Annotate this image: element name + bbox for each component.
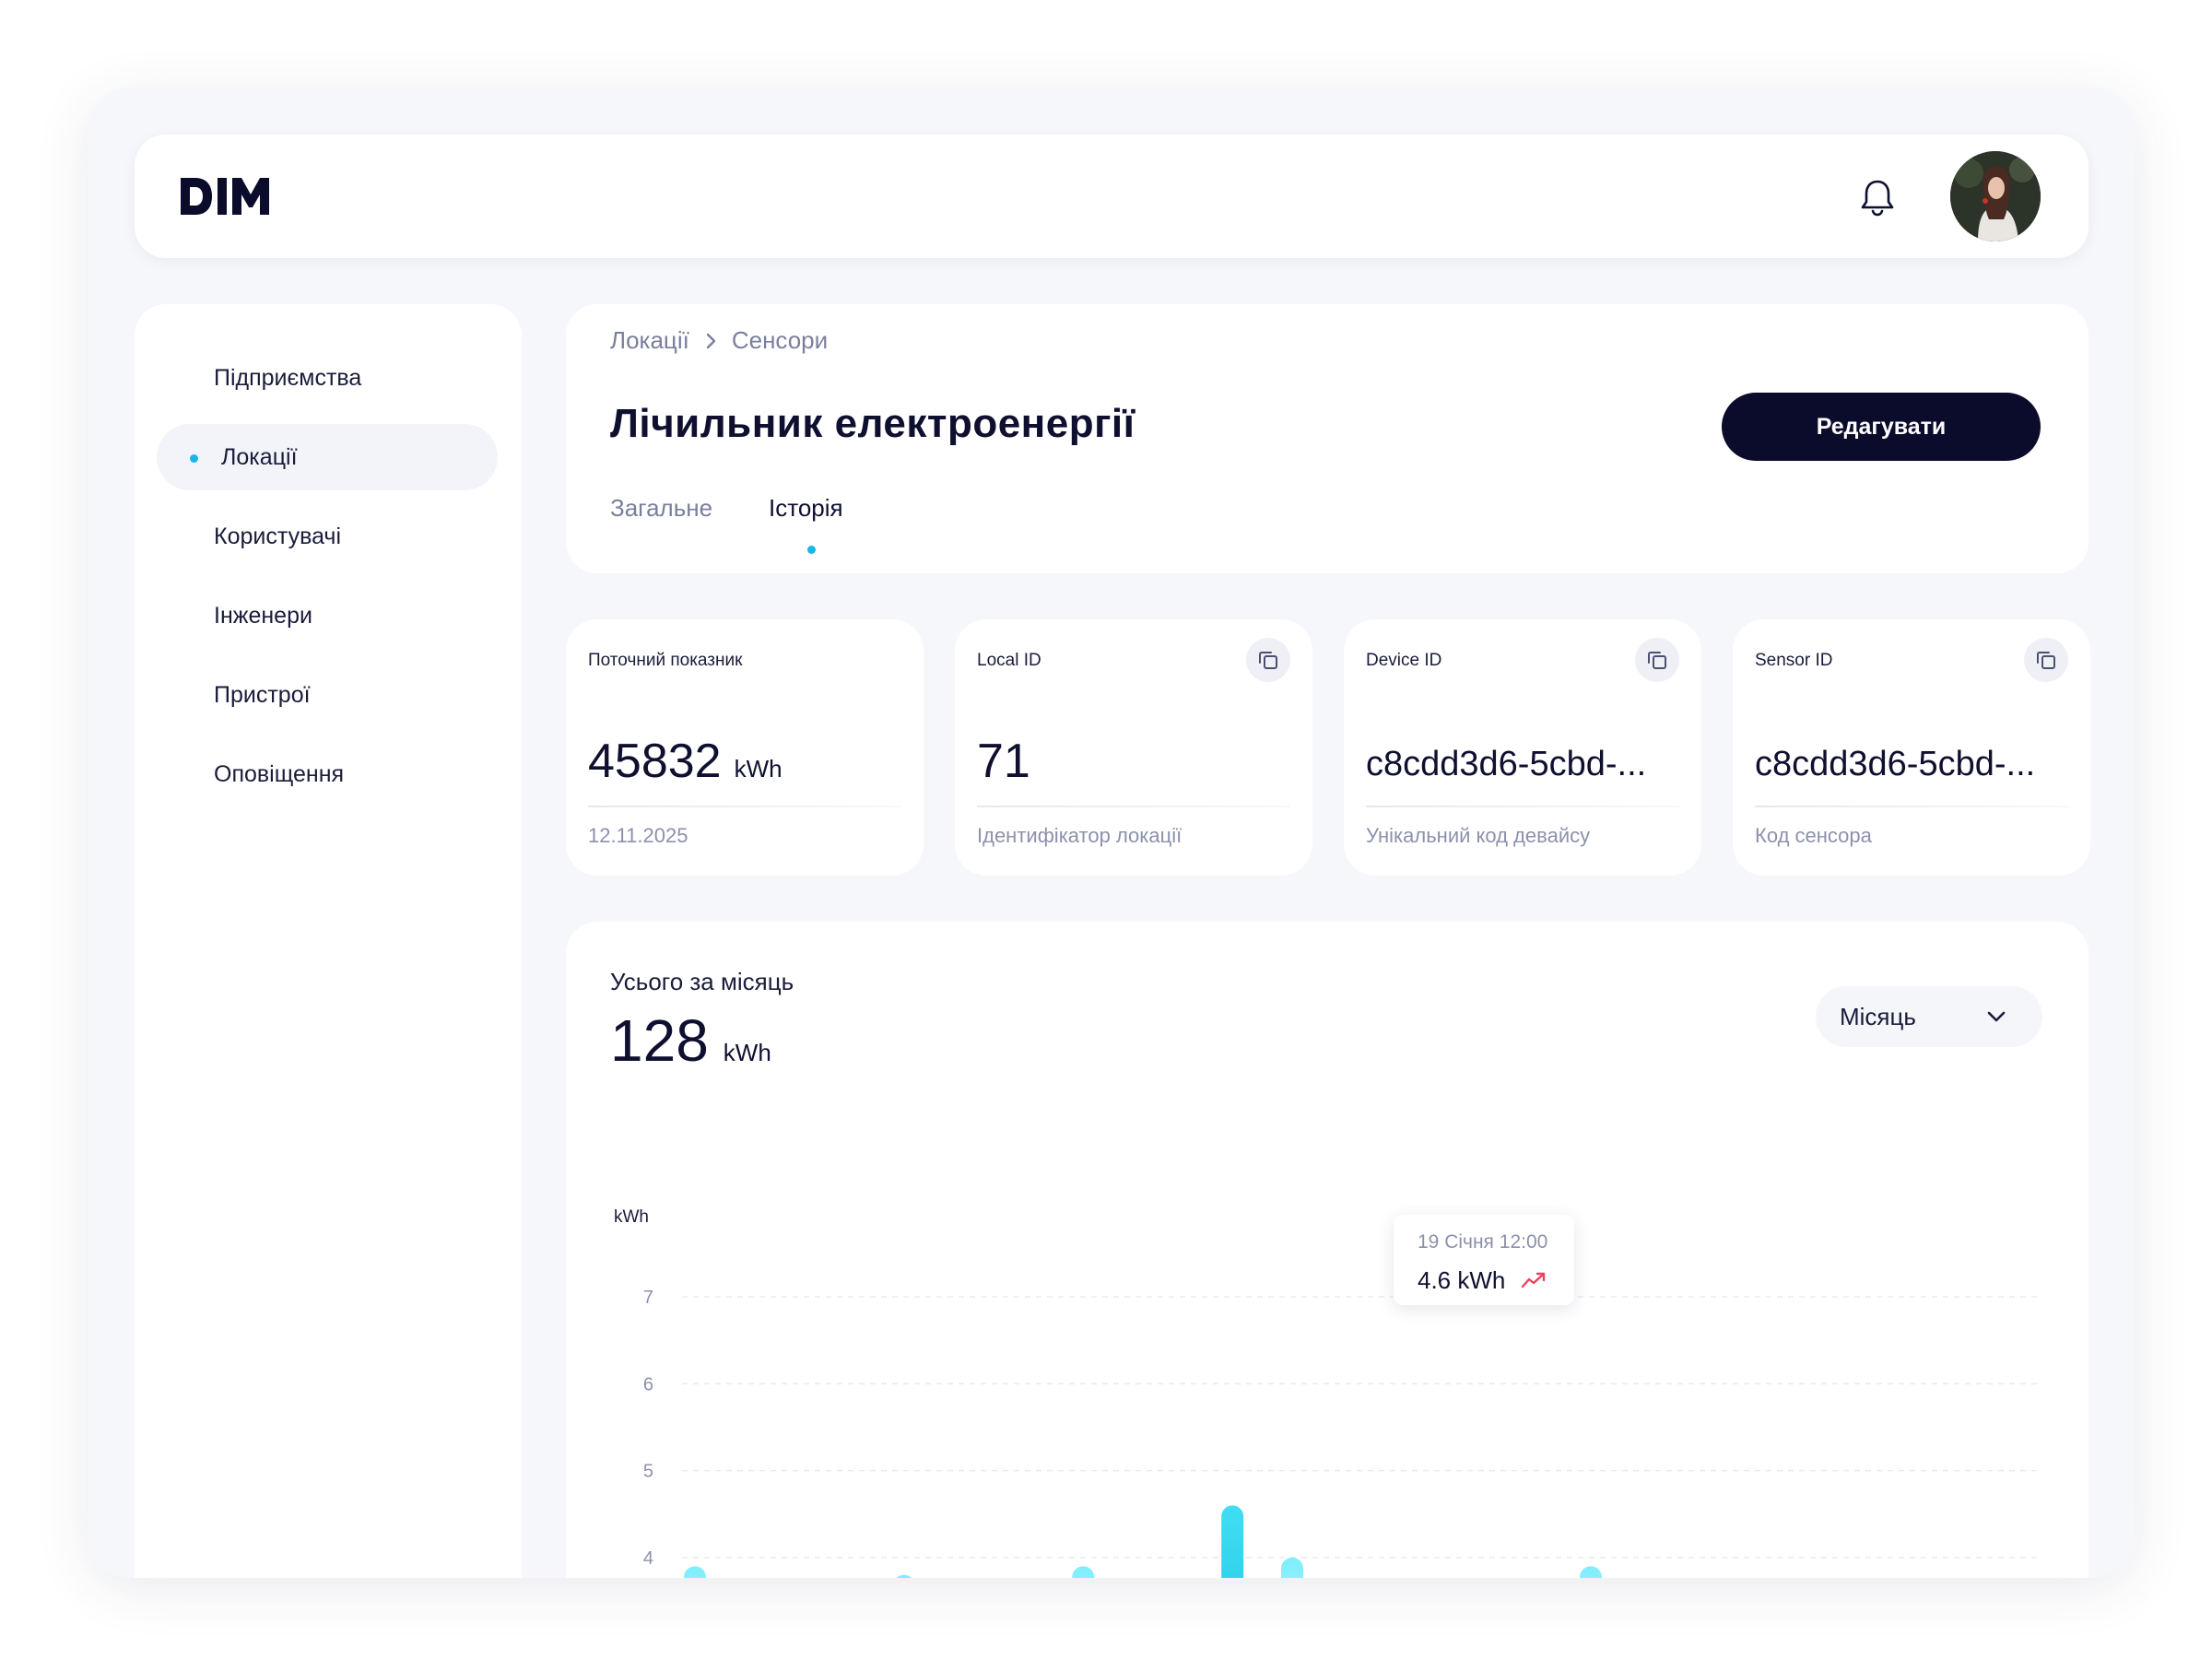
y-tick-label: 5 [643,1462,653,1482]
stat-label: Поточний показник [588,651,743,670]
stat-label: Local ID [977,651,1041,670]
active-tab-indicator [807,546,816,554]
stat-label: Sensor ID [1755,651,1833,670]
chart-bar[interactable] [1072,1566,1095,1578]
copy-icon [2037,652,2055,669]
divider [1366,806,1679,807]
sidebar-item-users[interactable]: Користувачі [157,503,498,570]
copy-sensor-id-button[interactable] [2024,638,2068,682]
copy-icon [1259,652,1277,669]
copy-local-id-button[interactable] [1246,638,1290,682]
stat-unit: kWh [734,755,782,782]
divider [977,806,1290,807]
chart-bar[interactable] [1580,1566,1602,1578]
stat-date: 12.11.2025 [588,824,688,847]
stat-value: c8cdd3d6-5cbd-... [1755,745,2036,783]
stat-value: c8cdd3d6-5cbd-... [1366,745,1647,783]
trend-up-icon [1521,1272,1546,1288]
chart-bar[interactable] [893,1574,915,1578]
stat-label: Device ID [1366,651,1442,670]
stat-card-device-id: Device ID c8cdd3d6-5cbd-... Унікальний к… [1344,619,1701,876]
stat-card-local-id: Local ID 71 Ідентифікатор локації [955,619,1312,876]
chart-bar-highlighted[interactable] [1221,1505,1244,1578]
stat-description: Код сенсора [1755,824,1872,847]
bell-icon[interactable] [1856,176,1899,218]
monthly-total: 128 kWh [610,1006,771,1075]
tooltip-date: 19 Січня 12:00 [1418,1231,1548,1253]
chart-bars [684,1505,1602,1578]
tab-general[interactable]: Загальне [610,494,713,522]
app-frame: Підприємства Локації Користувачі Інженер… [88,88,2135,1578]
chart-bar[interactable] [1281,1557,1303,1578]
chevron-down-icon [1987,1011,2006,1022]
page-title: Лічильник електроенергії [610,401,1135,446]
monthly-total-value: 128 [610,1007,709,1074]
stat-value: 71 [977,735,1030,788]
sidebar: Підприємства Локації Користувачі Інженер… [135,304,522,1578]
dim-logo[interactable] [179,174,275,218]
sidebar-item-label: Оповіщення [214,760,345,787]
top-bar [135,135,2088,258]
y-tick-label: 7 [643,1288,653,1308]
monthly-total-unit: kWh [723,1039,771,1066]
tooltip-value: 4.6 kWh [1418,1266,1506,1294]
sidebar-item-locations[interactable]: Локації [157,424,498,490]
bar-chart: kWh 76543 [614,1207,2042,1578]
stat-description: Ідентифікатор локації [977,824,1182,847]
sidebar-item-devices[interactable]: Пристрої [157,662,498,728]
chart-title: Усього за місяць [610,968,794,995]
breadcrumb-sensors[interactable]: Сенсори [731,326,829,354]
sidebar-item-label: Інженери [214,602,312,629]
sidebar-item-label: Користувачі [214,523,342,549]
stat-description: Унікальний код девайсу [1366,824,1591,847]
active-indicator [190,454,198,463]
period-select-value: Місяць [1840,1002,1916,1030]
y-axis-label: kWh [614,1207,649,1227]
stat-value: 45832 kWh [588,734,782,789]
edit-button[interactable]: Редагувати [1722,393,2041,461]
sidebar-item-label: Локації [221,443,298,470]
divider [1755,806,2068,807]
y-tick-label: 4 [643,1548,653,1569]
copy-device-id-button[interactable] [1635,638,1679,682]
sensor-header-card: Локації Сенсори Лічильник електроенергії… [566,304,2088,573]
sidebar-item-engineers[interactable]: Інженери [157,582,498,649]
breadcrumb-locations[interactable]: Локації [610,326,689,354]
period-select[interactable]: Місяць [1816,986,2042,1047]
divider [588,806,901,807]
sidebar-item-label: Пристрої [214,681,311,708]
chart-bar[interactable] [684,1566,706,1578]
stat-card-sensor-id: Sensor ID c8cdd3d6-5cbd-... Код сенсора [1733,619,2090,876]
chevron-right-icon [706,333,716,348]
copy-icon [1648,652,1666,669]
user-avatar[interactable] [1950,151,2041,241]
stat-card-current-reading: Поточний показник 45832 kWh 12.11.2025 [566,619,924,876]
sidebar-item-enterprises[interactable]: Підприємства [157,345,498,411]
chart-tooltip: 19 Січня 12:00 4.6 kWh [1394,1215,1574,1305]
sidebar-item-label: Підприємства [214,364,362,391]
y-tick-label: 6 [643,1374,653,1394]
stat-number: 45832 [588,735,722,788]
avatar-image [1950,151,2041,241]
chart-grid: 76543 [643,1288,2042,1569]
tab-history[interactable]: Історія [769,494,843,522]
sidebar-item-notifications[interactable]: Оповіщення [157,741,498,807]
breadcrumb: Локації Сенсори [610,326,828,355]
